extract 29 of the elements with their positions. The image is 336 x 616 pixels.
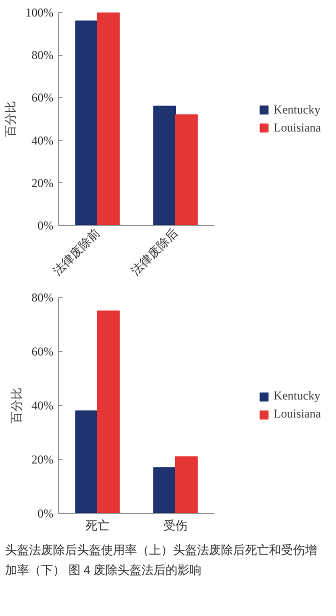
bar xyxy=(175,456,198,514)
y-axis-title: 百分比 xyxy=(4,101,18,137)
y-tick-label: 80% xyxy=(32,48,54,62)
y-tick-label: 60% xyxy=(32,344,54,358)
y-tick-label: 60% xyxy=(32,90,54,105)
legend-label: Kentucky xyxy=(274,102,320,117)
text: 头盔法废除后头盔使用率（上）头盔法废除后死亡和受伤增加率（下） 图 4 废除头盔法后的影响 xyxy=(5,542,318,579)
bar xyxy=(153,467,176,514)
bar xyxy=(175,114,198,226)
x-tick-label: 法律废除后 xyxy=(128,226,180,278)
x-tick-label: 死亡 xyxy=(86,518,110,532)
bar xyxy=(153,106,176,226)
y-tick-label: 80% xyxy=(32,290,54,304)
y-tick-label: 40% xyxy=(32,133,54,148)
bar xyxy=(75,20,98,226)
legend-label: Louisiana xyxy=(274,406,321,422)
bar xyxy=(97,12,120,226)
bar xyxy=(75,410,98,514)
x-tick-label: 受伤 xyxy=(164,518,188,532)
y-tick-label: 20% xyxy=(32,452,54,466)
bar xyxy=(97,310,120,514)
legend-label: Louisiana xyxy=(274,120,321,135)
y-tick-label: 0% xyxy=(38,506,54,520)
legend-label: Kentucky xyxy=(274,388,320,404)
y-tick-label: 0% xyxy=(38,218,54,232)
y-axis-title: 百分比 xyxy=(10,388,24,424)
y-tick-label: 20% xyxy=(32,176,54,190)
y-tick-label: 100% xyxy=(26,6,54,20)
y-tick-label: 40% xyxy=(32,398,54,412)
